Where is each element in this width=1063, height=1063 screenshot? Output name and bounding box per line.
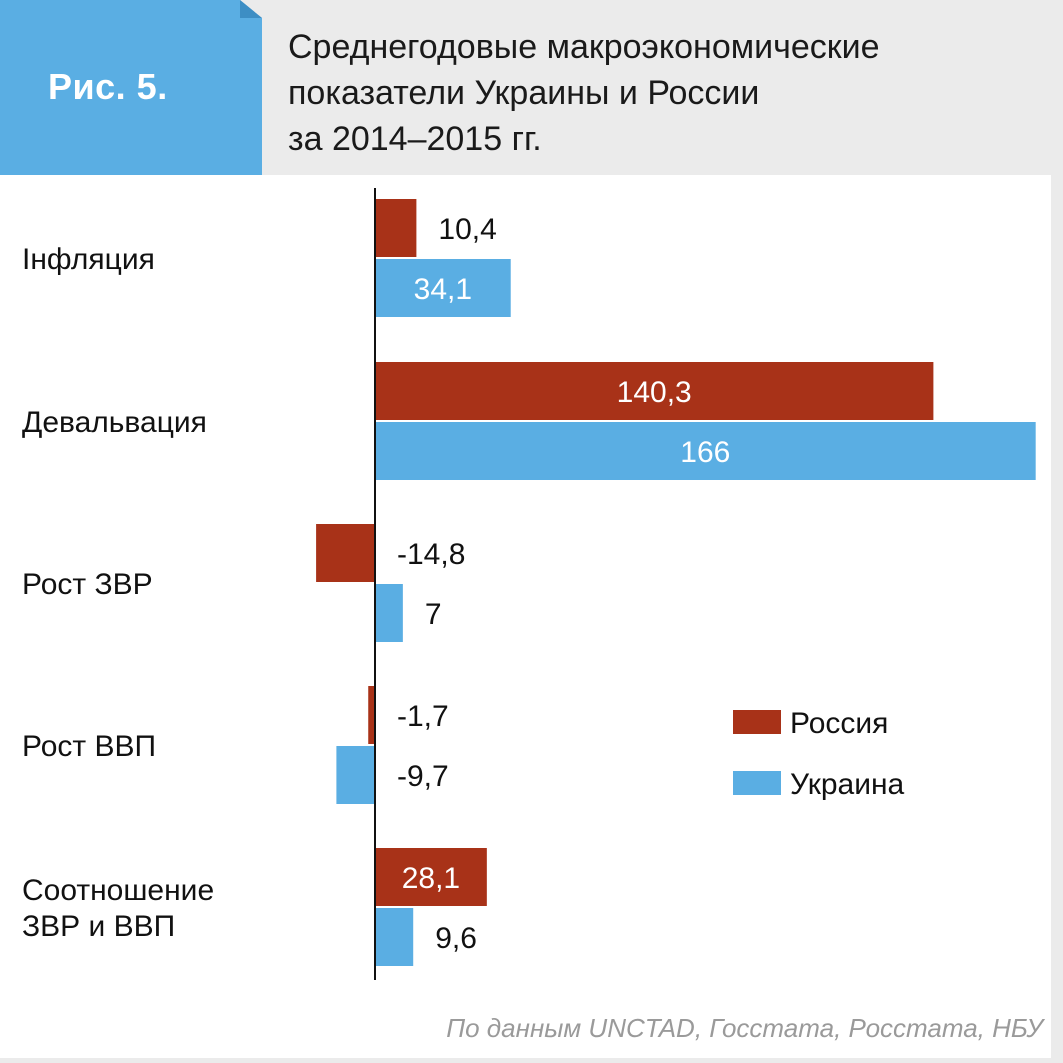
chart-title: Среднегодовые макроэкономические показат… bbox=[288, 28, 880, 158]
bar-russia bbox=[375, 199, 417, 257]
category-label-line: Соотношение bbox=[22, 874, 214, 907]
bottom-border bbox=[0, 1058, 1063, 1063]
category-label-line: Рост ЗВР bbox=[22, 568, 153, 601]
bar-ukraine bbox=[375, 422, 1036, 480]
category-label: Соотношение ЗВР и ВВП bbox=[22, 874, 214, 943]
bar-ukraine bbox=[375, 908, 414, 966]
figure-label: Рис. 5. bbox=[48, 66, 168, 107]
legend-swatch-russia bbox=[733, 710, 781, 734]
category-label: Рост ВВП bbox=[22, 730, 156, 763]
figure-badge bbox=[0, 0, 262, 175]
bar-russia bbox=[368, 686, 375, 744]
category-label: Девальвация bbox=[22, 406, 207, 439]
legend-label-russia: Россия bbox=[790, 707, 888, 740]
legend-label-ukraine: Украина bbox=[790, 768, 905, 801]
data-label: 140,3 bbox=[617, 376, 692, 409]
category-label-line: Рост ВВП bbox=[22, 730, 156, 763]
category-label: Інфляция bbox=[22, 243, 155, 276]
data-label: 34,1 bbox=[414, 273, 472, 306]
right-border bbox=[1051, 175, 1063, 1063]
figure-header: Рис. 5. Среднегодовые макроэкономические… bbox=[0, 0, 1063, 175]
source-note: По данным UNCTAD, Госстата, Росстата, НБ… bbox=[446, 1013, 1043, 1043]
data-label: 7 bbox=[425, 598, 442, 631]
data-label: 9,6 bbox=[435, 922, 477, 955]
bar-ukraine bbox=[336, 746, 375, 804]
legend-swatch-ukraine bbox=[733, 771, 781, 795]
bar-ukraine bbox=[375, 584, 403, 642]
category-label-line: Інфляция bbox=[22, 243, 155, 276]
data-label: 10,4 bbox=[438, 213, 496, 246]
data-label: -14,8 bbox=[397, 538, 465, 571]
data-label: -9,7 bbox=[397, 760, 449, 793]
category-label: Рост ЗВР bbox=[22, 568, 153, 601]
plot-area bbox=[0, 175, 1063, 1063]
bar-russia bbox=[375, 362, 934, 420]
category-label-line: ЗВР и ВВП bbox=[22, 910, 175, 943]
data-label: -1,7 bbox=[397, 700, 449, 733]
data-label: 166 bbox=[680, 436, 730, 469]
bar-ukraine bbox=[375, 259, 511, 317]
category-label-line: Девальвация bbox=[22, 406, 207, 439]
bar-russia bbox=[316, 524, 375, 582]
data-label: 28,1 bbox=[402, 862, 460, 895]
bar-russia bbox=[375, 848, 487, 906]
